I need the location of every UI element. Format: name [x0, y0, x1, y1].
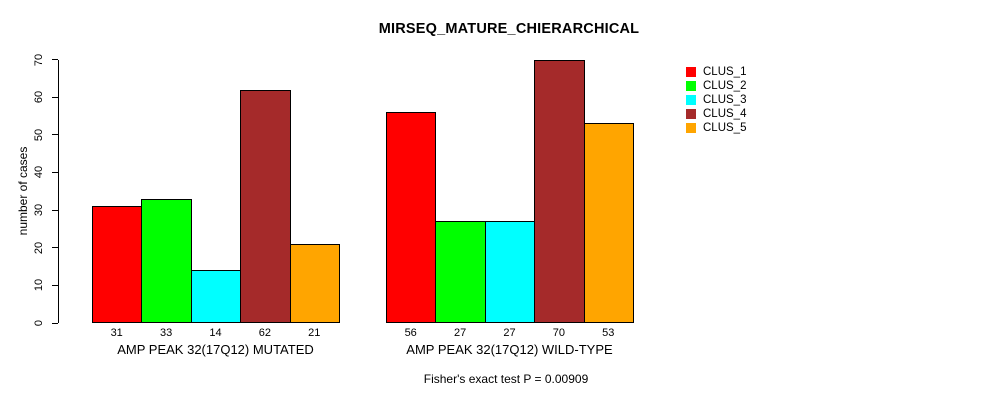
legend-item: CLUS_2 [686, 79, 746, 93]
group-label-mutated: AMP PEAK 32(17Q12) MUTATED [117, 342, 314, 357]
y-axis-tick [52, 322, 58, 324]
bar-amp-peak-32-17q12-mutated-clus_5 [289, 243, 340, 323]
bar-value-label: 70 [552, 327, 565, 339]
chart-title: MIRSEQ_MATURE_CHIERARCHICAL [378, 21, 640, 37]
bar-amp-peak-32-17q12-wild-type-clus_2 [435, 221, 486, 323]
bar-amp-peak-32-17q12-wild-type-clus_4 [534, 59, 585, 323]
legend-label: CLUS_5 [703, 122, 747, 134]
y-axis-tick-label: 0 [33, 319, 45, 327]
y-axis-tick-label: 60 [33, 91, 45, 104]
legend-swatch-clus_4 [686, 109, 696, 119]
group-label-wildtype: AMP PEAK 32(17Q12) WILD-TYPE [406, 342, 613, 357]
legend-swatch-clus_3 [686, 95, 696, 105]
bar-value-label: 14 [209, 327, 222, 339]
y-axis-tick [52, 209, 58, 211]
bar-value-label: 27 [503, 327, 516, 339]
bar-amp-peak-32-17q12-mutated-clus_4 [240, 89, 291, 323]
legend: CLUS_1 CLUS_2 CLUS_3 CLUS_4 CLUS_5 [686, 65, 746, 135]
y-axis-tick-label: 50 [33, 128, 45, 141]
legend-label: CLUS_3 [703, 94, 747, 106]
bar-amp-peak-32-17q12-mutated-clus_1 [92, 206, 143, 323]
legend-item: CLUS_1 [686, 65, 746, 79]
bar-amp-peak-32-17q12-mutated-clus_2 [141, 198, 192, 323]
bar-amp-peak-32-17q12-mutated-clus_3 [190, 270, 242, 323]
y-axis-tick-label: 20 [33, 241, 45, 254]
bar-value-label: 21 [308, 327, 321, 339]
bar-value-label: 27 [453, 327, 467, 339]
legend-swatch-clus_1 [686, 67, 696, 77]
bar-value-label: 62 [258, 327, 271, 339]
pvalue-annotation: Fisher's exact test P = 0.00909 [423, 372, 589, 386]
legend-swatch-clus_2 [686, 81, 696, 91]
y-axis-tick-label: 40 [33, 166, 45, 179]
y-axis-tick [52, 134, 58, 136]
y-axis-tick [52, 171, 58, 173]
legend-item: CLUS_5 [686, 121, 746, 135]
legend-item: CLUS_3 [686, 93, 746, 107]
bar-value-label: 31 [110, 327, 123, 339]
y-axis-tick [52, 247, 58, 249]
y-axis-tick [52, 59, 58, 60]
y-axis-tick-label: 10 [33, 279, 45, 292]
bar-value-label: 56 [404, 327, 417, 339]
legend-label: CLUS_2 [703, 80, 747, 92]
legend-label: CLUS_1 [703, 66, 747, 78]
y-axis-tick [52, 96, 58, 98]
bar-value-label: 33 [159, 327, 173, 339]
y-axis-tick-label: 70 [33, 53, 45, 66]
bar-amp-peak-32-17q12-wild-type-clus_3 [484, 221, 536, 323]
y-axis-tick [52, 284, 58, 286]
y-axis-tick-label: 30 [33, 203, 45, 217]
bar-amp-peak-32-17q12-wild-type-clus_1 [386, 112, 437, 323]
y-axis-line [58, 59, 59, 323]
bar-amp-peak-32-17q12-wild-type-clus_5 [583, 123, 634, 323]
legend-label: CLUS_4 [703, 108, 747, 120]
legend-swatch-clus_5 [686, 123, 696, 133]
bar-value-label: 53 [602, 327, 615, 339]
legend-item: CLUS_4 [686, 107, 746, 121]
